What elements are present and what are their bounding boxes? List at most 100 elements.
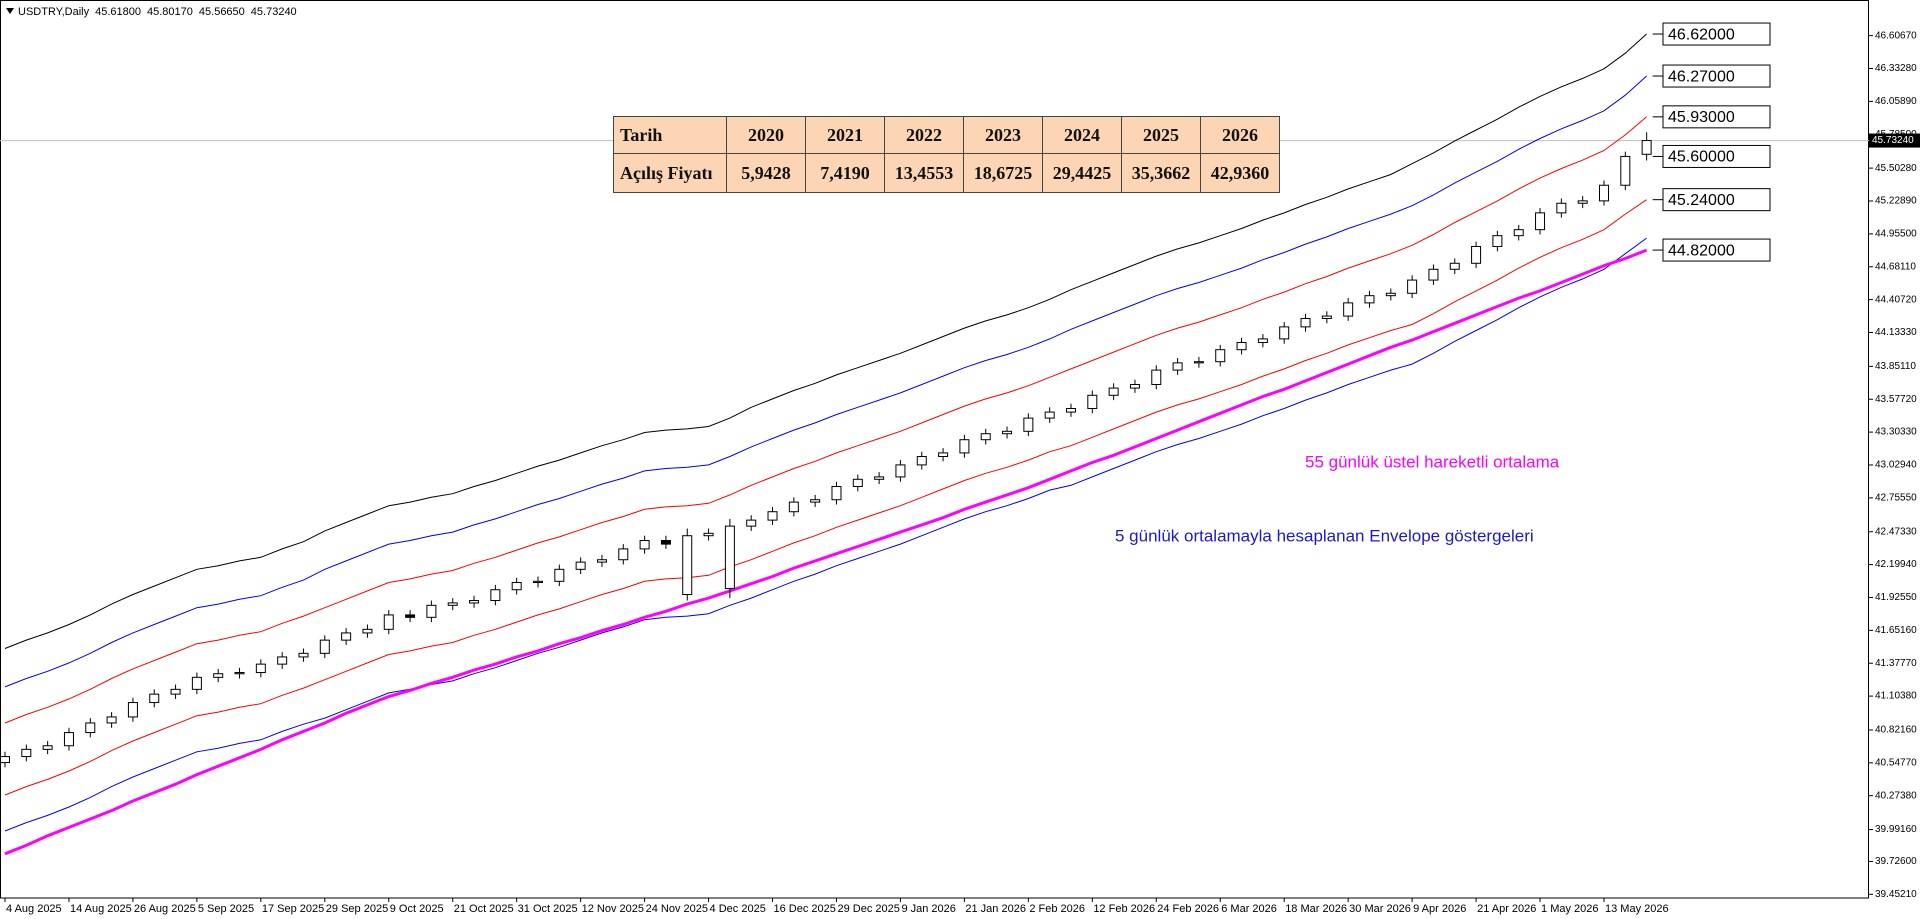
price-box (1662, 22, 1771, 46)
x-tick-label: 29 Sep 2025 (326, 903, 388, 915)
current-price-tag (1869, 133, 1920, 148)
ohlc-value: 45.61800 (95, 6, 141, 18)
candle-body (1385, 292, 1396, 297)
price-box-label: 44.82000 (1668, 242, 1735, 259)
candle-body (469, 600, 480, 604)
price-box (1662, 105, 1771, 129)
y-tick-label: 39.72600 (1875, 856, 1917, 867)
price-box-label: 45.24000 (1668, 192, 1735, 209)
y-tick-label: 44.95500 (1875, 229, 1917, 240)
ema-line (4, 248, 1648, 856)
x-tick-label: 9 Jan 2026 (901, 903, 955, 915)
envelope-line (4, 199, 1647, 796)
open-price-table: Tarih 2020 2021 2022 2023 2024 2025 2026 Açılış … (613, 116, 1280, 193)
candle-body (831, 486, 842, 501)
price-box-label: 46.62000 (1668, 26, 1735, 43)
candle-body (1257, 338, 1268, 343)
annotation: 5 günlük ortalamayla hesaplanan Envelope… (1115, 526, 1534, 545)
x-tick-label: 12 Feb 2026 (1093, 903, 1155, 915)
envelope-line (4, 116, 1647, 724)
candle-body (980, 433, 991, 441)
candle-body (575, 561, 586, 570)
candle-body (42, 745, 53, 750)
candle-body (703, 532, 714, 537)
x-tick-label: 2 Feb 2026 (1029, 903, 1085, 915)
y-tick-label: 46.60670 (1875, 30, 1917, 41)
candle-body (1108, 387, 1119, 396)
candle-body (1577, 200, 1588, 204)
candle-body (852, 478, 863, 488)
y-tick-label: 45.50280 (1875, 163, 1917, 174)
candle-body (1300, 317, 1311, 328)
menu-triangle (6, 8, 14, 14)
y-tick-label: 41.92550 (1875, 592, 1917, 603)
x-tick-label: 9 Oct 2025 (390, 903, 444, 915)
y-tick-label: 40.54770 (1875, 757, 1917, 768)
candle-body (63, 732, 74, 747)
candle-body (1066, 407, 1076, 413)
x-tick-label: 5 Sep 2025 (198, 903, 254, 915)
candle-body (746, 519, 757, 527)
candle-body (1002, 430, 1013, 435)
x-tick-label: 9 Apr 2026 (1413, 903, 1466, 915)
candle-body (1023, 417, 1034, 432)
symbol: USDTRY,Daily (18, 6, 90, 18)
candle-body (341, 632, 352, 641)
table-cell: 5,9428 (726, 153, 806, 193)
price-box (1662, 188, 1771, 212)
ohlc-value: 45.73240 (251, 6, 297, 18)
y-tick-label: 46.05890 (1875, 96, 1917, 107)
y-tick-label: 43.02940 (1875, 460, 1917, 471)
table-row: Tarih 2020 2021 2022 2023 2024 2025 2026 (613, 116, 1280, 154)
envelope-line (4, 33, 1647, 649)
candle-body (1236, 341, 1247, 351)
table-cell: Açılış Fiyatı (613, 153, 727, 193)
candle-body (21, 748, 32, 758)
candle-body (234, 672, 245, 675)
table-cell: 2022 (884, 116, 964, 154)
x-tick-label: 21 Jan 2026 (965, 903, 1026, 915)
table-cell: Tarih (613, 116, 727, 154)
table-cell: 7,4190 (805, 153, 885, 193)
price-box-label: 45.93000 (1668, 109, 1735, 126)
x-tick-label: 1 May 2026 (1541, 903, 1598, 915)
candle-body (319, 639, 330, 654)
candle-body (724, 525, 735, 590)
ohlc-value: 45.56650 (199, 6, 245, 18)
candle-body (213, 673, 224, 678)
candle-body (426, 604, 437, 618)
candle-body (85, 722, 96, 734)
candle-body (1449, 262, 1460, 270)
candle-body (916, 456, 927, 466)
table-cell: 13,4553 (884, 153, 964, 193)
candle-body (1407, 279, 1418, 294)
candle-body (511, 582, 522, 591)
candle-body (938, 452, 949, 458)
y-tick-label: 41.65160 (1875, 625, 1917, 636)
x-tick-label: 13 May 2026 (1605, 903, 1669, 915)
table-cell: 35,3662 (1121, 153, 1201, 193)
candle-body (1492, 235, 1503, 247)
table-cell: 2025 (1121, 116, 1201, 154)
y-tick-label: 40.27380 (1875, 790, 1917, 801)
x-tick-label: 24 Feb 2026 (1157, 903, 1219, 915)
candle-body (788, 501, 799, 513)
candle-body (660, 540, 671, 545)
table-cell: 2023 (963, 116, 1043, 154)
candle-body (1129, 383, 1140, 389)
candle-body (767, 511, 778, 521)
candle-body (1343, 302, 1354, 317)
y-tick-label: 44.13330 (1875, 327, 1917, 338)
candle-body (362, 628, 373, 634)
x-tick-label: 30 Mar 2026 (1349, 903, 1411, 915)
x-tick-label: 31 Oct 2025 (518, 903, 578, 915)
x-tick-label: 4 Dec 2025 (710, 903, 766, 915)
candle-body (1641, 140, 1652, 155)
ohlc-value: 45.80170 (147, 6, 193, 18)
x-tick-label: 6 Mar 2026 (1221, 903, 1277, 915)
candle-body (490, 589, 501, 602)
x-tick-label: 29 Dec 2025 (837, 903, 899, 915)
candle-body (618, 548, 629, 561)
